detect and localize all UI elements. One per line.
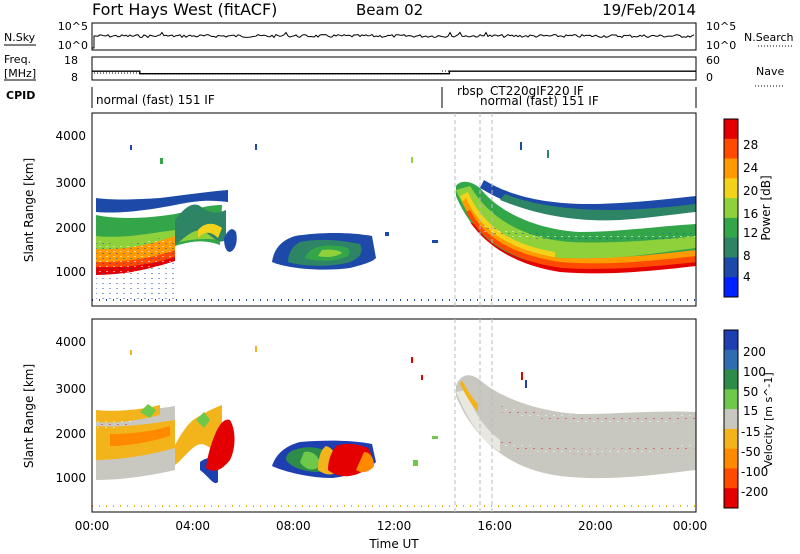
velocity-swatch-1 bbox=[724, 330, 738, 351]
time-tick-1600: 16:00 bbox=[477, 519, 512, 533]
velocity-tick-200: 200 bbox=[743, 345, 766, 359]
power-colorbar-title: Power [dB] bbox=[759, 175, 773, 240]
power-swatch-2 bbox=[724, 138, 738, 160]
power-tick-24: 24 bbox=[743, 161, 758, 175]
time-tick-0000: 00:00 bbox=[75, 519, 110, 533]
velocity-swatch-4 bbox=[724, 389, 738, 410]
power-range-tick-4000: 4000 bbox=[55, 129, 86, 143]
time-axis: 00:00 04:00 08:00 12:00 16:00 20:00 00:0… bbox=[75, 519, 708, 551]
power-swatch-3 bbox=[724, 158, 738, 179]
power-tick-28: 28 bbox=[743, 138, 758, 152]
velocity-tick-minus15: -15 bbox=[741, 425, 761, 439]
velocity-range-tick-2000: 2000 bbox=[55, 427, 86, 441]
x-axis-title: Time UT bbox=[368, 537, 419, 551]
velocity-colorbar-swatches bbox=[724, 330, 738, 509]
velocity-swatch-6 bbox=[724, 428, 738, 450]
cpid-name-2: rbsp bbox=[457, 84, 483, 98]
nave-tick-bottom: 0 bbox=[706, 71, 713, 84]
frequency-trace bbox=[92, 70, 696, 75]
cpid-name-1: normal (fast) 151 IF bbox=[96, 93, 215, 107]
velocity-swatch-5 bbox=[724, 409, 738, 430]
velocity-y-axis-label: Slant Range [km] bbox=[22, 364, 36, 468]
power-range-tick-3000: 3000 bbox=[55, 176, 86, 190]
power-swatch-9 bbox=[724, 277, 738, 298]
cpid-name-3: CT220gIF220 IF bbox=[490, 84, 584, 98]
freq-unit-label: [MHz] bbox=[4, 67, 36, 80]
velocity-swatch-7 bbox=[724, 448, 738, 469]
velocity-tick-minus50: -50 bbox=[741, 445, 761, 459]
power-tick-20: 20 bbox=[743, 184, 758, 198]
nave-label: Nave bbox=[756, 65, 784, 78]
power-swatch-8 bbox=[724, 257, 738, 278]
velocity-tick-minus100: -100 bbox=[741, 465, 768, 479]
frequency-panel: Freq. [MHz] 18 8 60 0 Nave bbox=[4, 53, 784, 87]
date-label: 19/Feb/2014 bbox=[602, 1, 696, 19]
noise-panel: N.Sky 10^5 10^0 10^5 10^0 N.Search bbox=[4, 20, 794, 52]
nsky-label: N.Sky bbox=[4, 31, 36, 44]
time-tick-0800: 08:00 bbox=[276, 519, 311, 533]
noise-tick-right-top: 10^5 bbox=[706, 20, 736, 33]
power-tick-12: 12 bbox=[743, 226, 758, 240]
noise-tick-left-bottom: 10^0 bbox=[58, 39, 88, 52]
noise-tick-right-bottom: 10^0 bbox=[706, 39, 736, 52]
power-tick-4: 4 bbox=[743, 270, 751, 284]
freq-label: Freq. bbox=[4, 53, 31, 66]
power-range-tick-2000: 2000 bbox=[55, 221, 86, 235]
time-tick-1200: 12:00 bbox=[377, 519, 412, 533]
cpid-name-4: normal (fast) 151 IF bbox=[480, 94, 599, 108]
power-colorbar: 28 24 20 16 12 8 4 Power [dB] bbox=[723, 118, 773, 298]
power-swatch-6 bbox=[724, 217, 738, 239]
cpid-panel: CPID normal (fast) 151 IF rbsp CT220gIF2… bbox=[6, 84, 697, 108]
velocity-range-tick-3000: 3000 bbox=[55, 382, 86, 396]
velocity-swatch-2 bbox=[724, 349, 738, 371]
power-y-axis-label: Slant Range [km] bbox=[22, 158, 36, 262]
velocity-tick-15: 15 bbox=[743, 404, 758, 418]
velocity-colorbar: 200 100 50 15 -15 -50 -100 -200 Velocity… bbox=[723, 329, 775, 509]
nave-trace bbox=[94, 70, 696, 75]
cpid-label: CPID bbox=[6, 89, 35, 102]
power-swatch-4 bbox=[724, 178, 738, 199]
power-echoes bbox=[92, 142, 696, 301]
power-swatch-1 bbox=[724, 119, 738, 140]
beam-label: Beam 02 bbox=[356, 1, 423, 19]
velocity-tick-minus200: -200 bbox=[741, 485, 768, 499]
power-swatch-5 bbox=[724, 198, 738, 219]
velocity-echoes bbox=[92, 346, 696, 507]
station-title: Fort Hays West (fitACF) bbox=[92, 0, 277, 19]
nsearch-label: N.Search bbox=[744, 31, 794, 44]
noise-tick-left-top: 10^5 bbox=[58, 20, 88, 33]
freq-tick-bottom: 8 bbox=[71, 71, 78, 84]
time-tick-0400: 04:00 bbox=[175, 519, 210, 533]
power-swatch-7 bbox=[724, 237, 738, 258]
freq-tick-top: 18 bbox=[64, 54, 78, 67]
nave-tick-top: 60 bbox=[706, 54, 720, 67]
power-colorbar-swatches bbox=[724, 119, 738, 298]
time-tick-2400: 00:00 bbox=[673, 519, 708, 533]
velocity-tick-50: 50 bbox=[743, 385, 758, 399]
power-tick-8: 8 bbox=[743, 249, 751, 263]
velocity-range-tick-4000: 4000 bbox=[55, 335, 86, 349]
noise-trace bbox=[92, 31, 695, 49]
velocity-range-tick-1000: 1000 bbox=[55, 471, 86, 485]
velocity-swatch-3 bbox=[724, 369, 738, 390]
velocity-swatch-8 bbox=[724, 468, 738, 489]
velocity-colorbar-title: Velocity [m s^-1] bbox=[762, 372, 775, 467]
velocity-panel: 4000 3000 2000 1000 Slant Range [km] bbox=[22, 318, 697, 513]
power-range-tick-1000: 1000 bbox=[55, 265, 86, 279]
power-panel: 4000 3000 2000 1000 Slant Range [km] bbox=[22, 112, 697, 307]
velocity-tick-100: 100 bbox=[743, 365, 766, 379]
power-tick-16: 16 bbox=[743, 207, 758, 221]
time-tick-2000: 20:00 bbox=[578, 519, 613, 533]
velocity-swatch-9 bbox=[724, 488, 738, 509]
